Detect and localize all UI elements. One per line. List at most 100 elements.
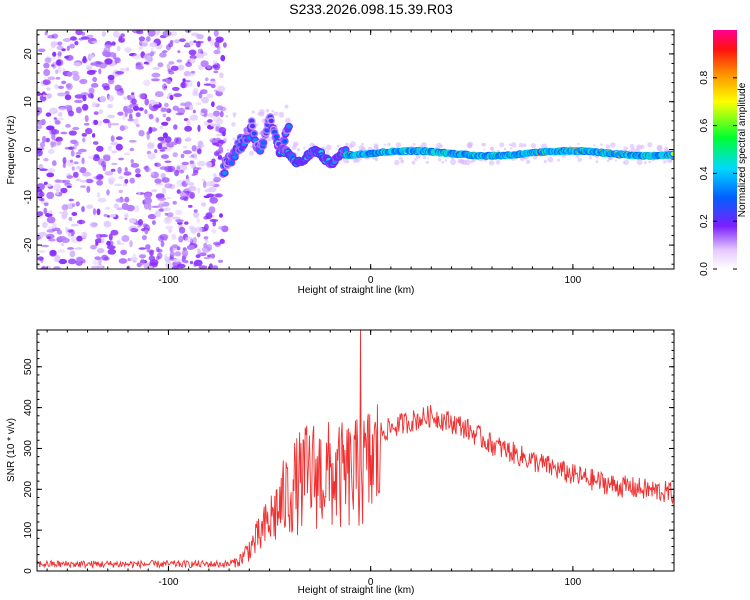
halo-dot <box>284 104 289 109</box>
noise-blob <box>97 197 107 203</box>
noise-blob <box>138 254 147 259</box>
noise-blob <box>144 197 152 205</box>
noise-blob <box>80 92 89 96</box>
noise-blob <box>52 160 57 167</box>
noise-blob <box>98 175 104 179</box>
noise-blob <box>179 38 186 42</box>
noise-blob <box>103 214 109 217</box>
noise-blob <box>46 183 52 187</box>
noise-blob <box>48 238 56 242</box>
halo-dot <box>635 148 640 152</box>
noise-blob <box>166 108 172 114</box>
noise-blob <box>161 121 169 126</box>
noise-blob <box>124 217 128 220</box>
noise-blob <box>124 196 130 203</box>
halo-dot <box>503 147 507 151</box>
noise-blob <box>201 96 210 104</box>
noise-blob <box>154 91 164 98</box>
signal-core <box>273 134 279 139</box>
noise-blob <box>118 157 124 161</box>
noise-blob <box>70 70 79 76</box>
noise-blob <box>75 30 83 36</box>
noise-blob <box>116 45 121 52</box>
halo-dot <box>336 144 340 148</box>
noise-blob <box>130 159 134 164</box>
halo-dot <box>444 159 447 162</box>
noise-blob <box>164 254 168 260</box>
noise-blob <box>72 145 77 150</box>
noise-blob <box>110 122 120 126</box>
noise-blob <box>181 249 189 257</box>
noise-blob <box>100 160 107 168</box>
noise-blob <box>156 255 160 261</box>
noise-blob <box>117 242 125 245</box>
noise-blob <box>177 50 181 53</box>
noise-blob <box>209 196 218 204</box>
noise-blob <box>66 229 74 233</box>
noise-blob <box>136 262 142 268</box>
noise-blob <box>152 220 156 226</box>
noise-blob <box>203 236 209 240</box>
noise-blob <box>161 146 168 150</box>
colorbar-label: Normalized spectral amplitude <box>737 82 748 217</box>
noise-blob <box>143 54 152 62</box>
noise-blob <box>148 265 153 269</box>
noise-blob <box>203 83 212 86</box>
noise-blob <box>40 198 45 202</box>
noise-blob <box>107 114 115 119</box>
halo-dot <box>425 160 429 165</box>
noise-blob <box>96 120 103 126</box>
halo-dot <box>525 159 531 164</box>
noise-blob <box>118 258 128 264</box>
noise-blob <box>212 220 216 227</box>
halo-dot <box>352 157 359 164</box>
noise-blob <box>160 240 165 248</box>
noise-blob <box>197 48 203 54</box>
noise-blob <box>72 126 80 131</box>
noise-blob <box>135 173 142 178</box>
noise-blob <box>96 208 101 216</box>
noise-blob <box>216 133 222 137</box>
noise-blob <box>113 203 119 209</box>
noise-blob <box>144 229 149 235</box>
noise-blob <box>62 179 71 184</box>
noise-blob <box>158 203 164 208</box>
noise-blob <box>124 178 129 184</box>
noise-blob <box>137 191 141 195</box>
noise-blob <box>46 236 51 240</box>
halo-dot <box>628 149 631 152</box>
halo-dot <box>482 142 487 147</box>
noise-blob <box>126 108 134 114</box>
noise-blob <box>216 85 226 93</box>
noise-blob <box>206 93 214 99</box>
noise-blob <box>129 240 133 248</box>
noise-blob <box>195 226 203 233</box>
noise-blob <box>128 140 137 143</box>
noise-blob <box>172 200 177 205</box>
noise-blob <box>85 127 93 135</box>
noise-blob <box>147 213 157 220</box>
noise-blob <box>147 152 156 160</box>
noise-blob <box>69 36 77 41</box>
noise-blob <box>81 133 88 137</box>
noise-blob <box>162 132 168 139</box>
halo-dot <box>394 159 400 166</box>
noise-blob <box>151 72 161 78</box>
noise-blob <box>96 145 104 152</box>
noise-blob <box>82 171 92 177</box>
noise-blob <box>40 141 45 148</box>
noise-blob <box>72 171 79 178</box>
snr-y-tick-label: 300 <box>23 440 34 457</box>
noise-blob <box>104 171 114 176</box>
snr-x-label: Height of straight line (km) <box>298 585 415 596</box>
spectrogram-y-tick-label: 10 <box>23 96 34 108</box>
halo-dot <box>384 143 387 146</box>
noise-blob <box>203 195 211 199</box>
colorbar-tick-label: 0.2 <box>699 214 710 228</box>
spectrogram-x-tick-label: 100 <box>565 275 582 286</box>
snr-y-label: SNR (10 * v/v) <box>6 418 17 482</box>
noise-blob <box>37 183 45 191</box>
noise-blob <box>198 92 203 99</box>
